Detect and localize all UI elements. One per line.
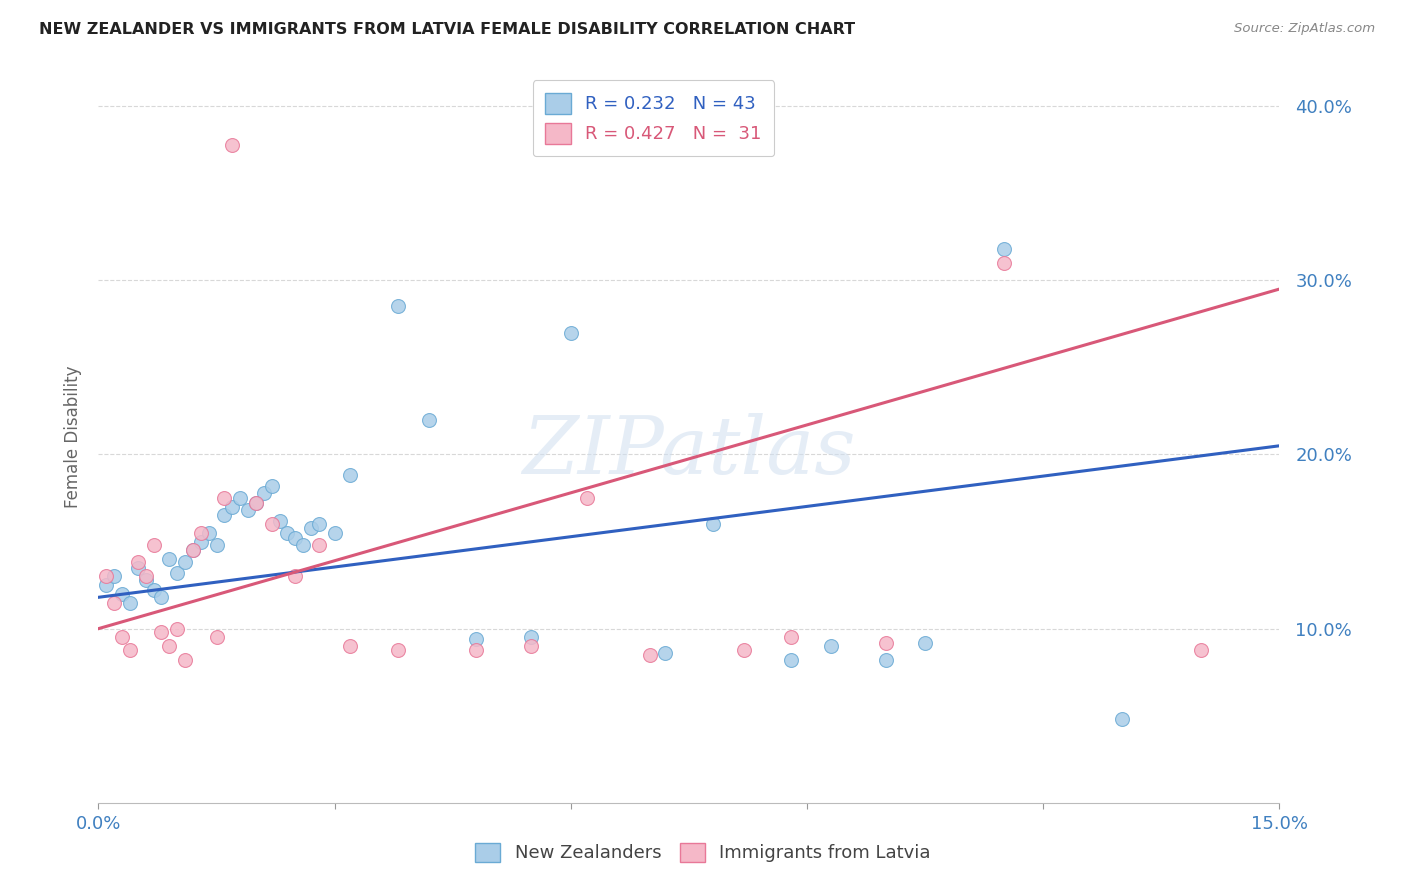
- Point: [236, 503, 259, 517]
- Point: [166, 622, 188, 636]
- Point: [127, 556, 149, 570]
- Point: [190, 525, 212, 540]
- Point: [221, 500, 243, 514]
- Point: [993, 242, 1015, 256]
- Y-axis label: Female Disability: Female Disability: [63, 366, 82, 508]
- Point: [465, 632, 488, 646]
- Point: [780, 653, 803, 667]
- Point: [190, 534, 212, 549]
- Point: [260, 517, 283, 532]
- Point: [1189, 642, 1212, 657]
- Point: [174, 556, 197, 570]
- Point: [292, 538, 315, 552]
- Point: [127, 560, 149, 574]
- Point: [150, 625, 173, 640]
- Point: [157, 639, 180, 653]
- Point: [520, 631, 543, 645]
- Text: NEW ZEALANDER VS IMMIGRANTS FROM LATVIA FEMALE DISABILITY CORRELATION CHART: NEW ZEALANDER VS IMMIGRANTS FROM LATVIA …: [39, 22, 855, 37]
- Point: [260, 479, 283, 493]
- Point: [284, 569, 307, 583]
- Point: [245, 496, 267, 510]
- Point: [118, 642, 141, 657]
- Point: [575, 491, 598, 505]
- Point: [308, 538, 330, 552]
- Point: [166, 566, 188, 580]
- Point: [269, 514, 291, 528]
- Point: [1111, 712, 1133, 726]
- Point: [654, 646, 676, 660]
- Point: [181, 543, 204, 558]
- Point: [993, 256, 1015, 270]
- Point: [181, 543, 204, 558]
- Text: ZIPatlas: ZIPatlas: [522, 413, 856, 491]
- Point: [276, 525, 298, 540]
- Text: Source: ZipAtlas.com: Source: ZipAtlas.com: [1234, 22, 1375, 36]
- Point: [214, 508, 236, 523]
- Point: [103, 569, 125, 583]
- Point: [387, 300, 409, 314]
- Point: [284, 531, 307, 545]
- Point: [96, 578, 118, 592]
- Point: [702, 517, 724, 532]
- Point: [299, 521, 322, 535]
- Point: [253, 485, 276, 500]
- Point: [229, 491, 252, 505]
- Point: [221, 137, 243, 152]
- Point: [638, 648, 661, 662]
- Point: [308, 517, 330, 532]
- Point: [387, 642, 409, 657]
- Point: [780, 631, 803, 645]
- Point: [339, 468, 361, 483]
- Point: [103, 595, 125, 609]
- Point: [135, 569, 157, 583]
- Point: [820, 639, 842, 653]
- Point: [214, 491, 236, 505]
- Point: [914, 635, 936, 649]
- Point: [135, 573, 157, 587]
- Point: [205, 631, 228, 645]
- Point: [142, 583, 165, 598]
- Point: [142, 538, 165, 552]
- Point: [418, 412, 440, 426]
- Point: [174, 653, 197, 667]
- Point: [339, 639, 361, 653]
- Point: [118, 595, 141, 609]
- Point: [157, 552, 180, 566]
- Point: [465, 642, 488, 657]
- Point: [875, 635, 897, 649]
- Point: [96, 569, 118, 583]
- Point: [875, 653, 897, 667]
- Point: [733, 642, 755, 657]
- Point: [205, 538, 228, 552]
- Point: [111, 587, 134, 601]
- Point: [245, 496, 267, 510]
- Point: [560, 326, 582, 340]
- Legend: R = 0.232   N = 43, R = 0.427   N =  31: R = 0.232 N = 43, R = 0.427 N = 31: [533, 80, 775, 156]
- Point: [197, 525, 219, 540]
- Legend: New Zealanders, Immigrants from Latvia: New Zealanders, Immigrants from Latvia: [468, 836, 938, 870]
- Point: [520, 639, 543, 653]
- Point: [150, 591, 173, 605]
- Point: [323, 525, 346, 540]
- Point: [111, 631, 134, 645]
